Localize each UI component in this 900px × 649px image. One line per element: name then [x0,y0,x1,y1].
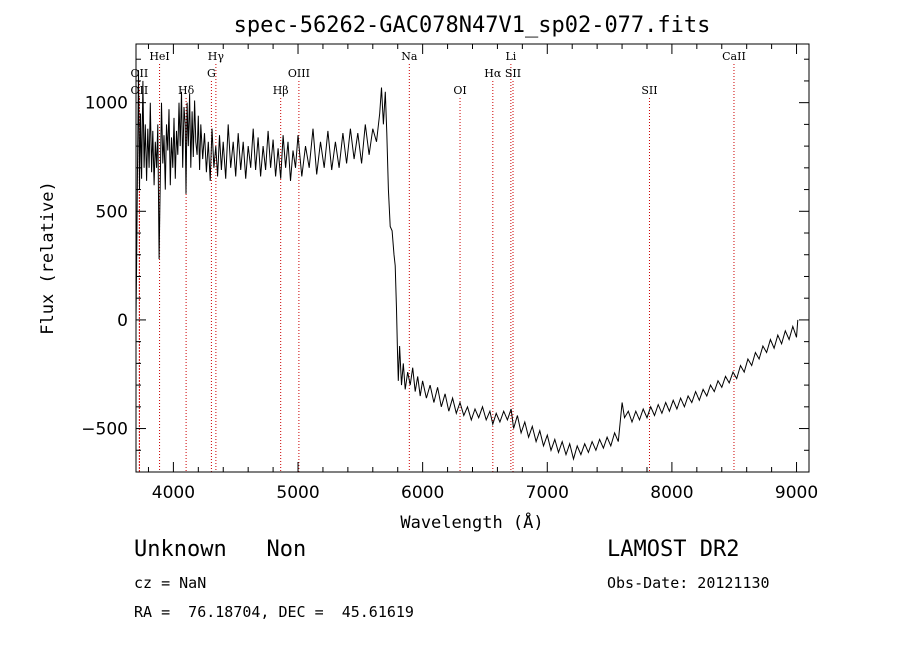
line-marker-label: SII [505,67,521,80]
line-marker-label: SII [641,84,657,97]
x-tick-label: 9000 [775,483,818,503]
line-marker-label: Hβ [273,84,289,97]
line-marker-label: OI [453,84,466,97]
line-marker-label: OIII [288,67,310,80]
chart-title: spec-56262-GAC078N47V1_sp02-077.fits [234,13,711,38]
line-marker-label: Li [505,50,516,63]
line-marker-label: CaII [722,50,746,63]
spectrum-line [135,70,799,461]
line-marker-label: OII [131,67,149,80]
y-axis: −500 0 500 1000 [81,58,809,473]
line-marker-label: Hγ [208,50,225,63]
x-axis-label: Wavelength (Å) [400,511,543,533]
y-axis-label: Flux (relative) [38,181,58,335]
obs-date-text: Obs-Date: 20121130 [607,574,770,592]
line-marker-label: Na [401,50,418,63]
line-marker-label: OII [131,84,149,97]
x-tick-label: 6000 [401,483,444,503]
survey-label: LAMOST DR2 [607,537,740,562]
redshift-text: cz = NaN [134,574,207,592]
x-axis: 4000 5000 6000 7000 8000 9000 [147,44,818,503]
classification-label: Unknown Non [134,537,307,562]
y-tick-label: −500 [81,420,128,440]
x-tick-label: 8000 [650,483,693,503]
x-tick-label: 4000 [152,483,195,503]
line-marker-label: Hα [484,67,502,80]
plot-frame [135,43,810,473]
y-tick-label: 500 [96,202,128,222]
line-marker-label: G [207,67,216,80]
x-tick-label: 7000 [526,483,569,503]
coordinates-text: RA = 76.18704, DEC = 45.61619 [134,603,414,621]
line-marker-label: Hδ [178,84,195,97]
line-marker-label: HeI [149,50,169,63]
y-tick-label: 1000 [85,94,128,114]
y-tick-label: 0 [117,311,128,331]
x-tick-label: 5000 [276,483,319,503]
